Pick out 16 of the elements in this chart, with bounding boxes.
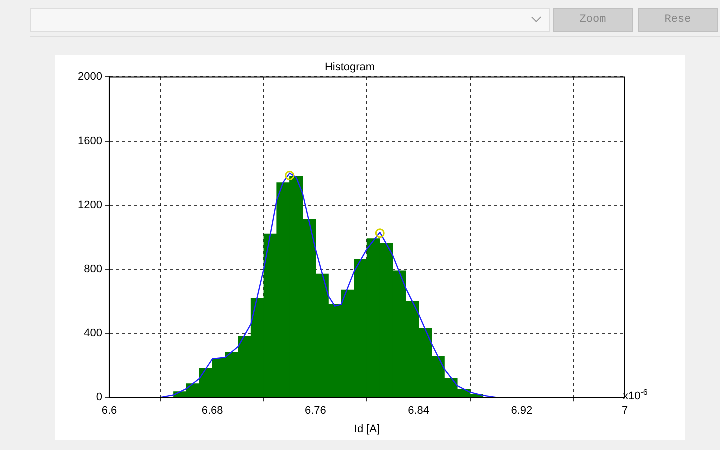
x-tick-label: 6.6 [102, 405, 118, 418]
x-tick-label: 6.92 [511, 405, 533, 418]
y-tick-label: 1200 [78, 199, 102, 212]
chart-title: Histogram [324, 62, 376, 74]
y-tick-label: 0 [96, 392, 102, 404]
x-axis-title: Id [A] [354, 423, 380, 436]
y-tick-label: 400 [84, 328, 102, 340]
x-tick-label: 7 [622, 405, 628, 418]
text: Zoom [553, 8, 633, 32]
text: Rese [638, 8, 718, 32]
x-tick-label: 6.68 [202, 405, 224, 418]
x-tick-label: 6.76 [304, 405, 326, 418]
y-tick-label: 800 [84, 263, 102, 276]
x-tick-label: 6.84 [408, 405, 430, 418]
y-tick-label: 1600 [78, 135, 102, 148]
y-tick-label: 2000 [78, 71, 102, 84]
